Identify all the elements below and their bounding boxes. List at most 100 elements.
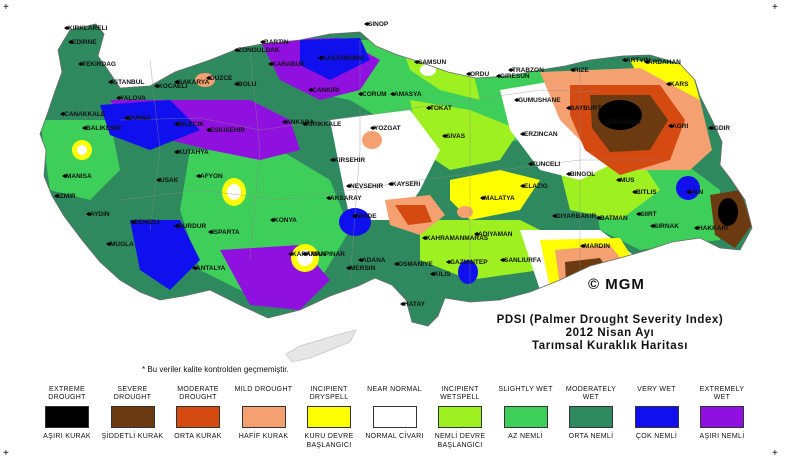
city-marker-icon xyxy=(130,220,136,224)
city-marker-icon xyxy=(480,196,486,200)
corner-mark-top-left: + xyxy=(3,2,9,13)
city-label: GAZIANTEP xyxy=(450,259,488,266)
legend-item: SLIGHTLY WET AZ NEMLİ xyxy=(495,386,557,441)
city-marker-icon xyxy=(370,126,376,130)
legend-label-en: SEVERE DROUGHT xyxy=(113,386,152,401)
city-label: ARDAHAN xyxy=(648,59,681,66)
city-label: KARAMAN xyxy=(292,251,326,258)
city-marker-icon xyxy=(308,88,314,92)
city-marker-icon xyxy=(60,112,66,116)
city-marker-icon xyxy=(508,68,514,72)
city-marker-icon xyxy=(442,134,448,138)
city-marker-icon xyxy=(694,226,700,230)
drought-map: KIRKLARELIEDIRNETEKIRDAGISTANBULKOCAELIS… xyxy=(39,21,753,363)
city-marker-icon xyxy=(206,128,212,132)
city-marker-icon xyxy=(108,80,114,84)
city-marker-icon xyxy=(282,120,288,124)
city-marker-icon xyxy=(68,40,74,44)
city-marker-icon xyxy=(260,40,266,44)
city-label: AYDIN xyxy=(90,211,110,218)
city-label: MUGLA xyxy=(110,241,134,248)
city-marker-icon xyxy=(318,56,324,60)
city-marker-icon xyxy=(400,302,406,306)
city-marker-icon xyxy=(358,258,364,262)
city-label: TUNCELI xyxy=(532,161,560,168)
legend-swatch xyxy=(503,406,548,428)
legend-item: MODERATE DROUGHT ORTA KURAK xyxy=(167,386,229,441)
spot-kahramanmaras xyxy=(457,206,473,218)
city-label: MERSIN xyxy=(350,265,376,272)
city-label: KIRSEHIR xyxy=(334,157,365,164)
legend-label-en: EXTREMELY WET xyxy=(699,386,745,401)
city-marker-icon xyxy=(174,150,180,154)
city-label: BALIKESIR xyxy=(86,125,121,132)
spot-bolu xyxy=(195,73,215,87)
zone-near-normal-central xyxy=(330,110,440,220)
zone-very-wet-nigde xyxy=(339,208,371,236)
city-label: NIGDE xyxy=(356,213,377,220)
spot-afyon-core xyxy=(227,184,241,200)
city-marker-icon xyxy=(270,218,276,222)
city-marker-icon xyxy=(106,242,112,246)
city-label: ZONGULDAK xyxy=(238,47,280,54)
city-label: KUTAHYA xyxy=(178,149,209,156)
city-label: TEKIRDAG xyxy=(82,61,116,68)
corner-mark-bottom-left: + xyxy=(3,448,9,459)
city-label: SIRNAK xyxy=(654,223,679,230)
city-marker-icon xyxy=(668,124,674,128)
city-label: KIRKLARELI xyxy=(68,25,108,32)
city-marker-icon xyxy=(570,68,576,72)
city-marker-icon xyxy=(268,62,274,66)
city-label: GIRESUN xyxy=(500,73,530,80)
legend-label-tr: AZ NEMLİ xyxy=(508,433,543,440)
legend-label-tr: ORTA KURAK xyxy=(174,433,222,440)
legend-swatch xyxy=(176,406,220,428)
zone-very-wet-north xyxy=(300,38,370,80)
city-marker-icon xyxy=(422,236,428,240)
city-marker-icon xyxy=(388,182,394,186)
city-label: KAHRAMANMARAS xyxy=(426,235,489,242)
city-marker-icon xyxy=(62,174,68,178)
city-label: AKSARAY xyxy=(330,195,362,202)
city-label: BITLIS xyxy=(636,189,657,196)
city-marker-icon xyxy=(124,116,130,120)
city-label: DUZCE xyxy=(210,75,233,82)
map-title-line2: 2012 Nisan Ayı xyxy=(565,327,655,339)
city-marker-icon xyxy=(330,158,336,162)
city-marker-icon xyxy=(552,214,558,218)
spot-konya-core xyxy=(297,250,313,266)
legend-swatch xyxy=(241,406,286,428)
legend-label-tr: NORMAL CİVARI xyxy=(365,433,424,440)
city-label: KILIS xyxy=(434,271,451,278)
zone-moderate-south xyxy=(395,205,432,225)
legend-label-tr: KURU DEVRE BAŞLANGICI xyxy=(304,433,354,449)
city-label: BATMAN xyxy=(600,215,628,222)
legend-swatch xyxy=(438,406,482,428)
zone-dryspell-center xyxy=(450,170,540,220)
city-label: BAYBURT xyxy=(570,105,601,112)
city-marker-icon xyxy=(156,178,162,182)
city-label: CANKIRI xyxy=(312,87,339,94)
city-label: NEVSEHIR xyxy=(350,183,384,190)
mgm-brand: © MGM xyxy=(588,276,645,293)
city-label: ESKISEHIR xyxy=(210,127,245,134)
city-label: KONYA xyxy=(274,217,297,224)
legend-label-tr: AŞIRI KURAK xyxy=(43,433,91,440)
city-label: ELAZIG xyxy=(524,183,548,190)
city-label: ISPARTA xyxy=(212,229,240,236)
city-label: TOKAT xyxy=(430,105,452,112)
city-marker-icon xyxy=(426,106,432,110)
legend-item: EXTREME DROUGHT AŞIRI KURAK xyxy=(36,386,98,441)
city-label: HATAY xyxy=(404,301,425,308)
zone-very-wet-bitlis xyxy=(676,176,700,200)
city-label: GUMUSHANE xyxy=(518,97,561,104)
legend-item: INCIPIENT WETSPELL NEMLİ DEVRE BAŞLANGICI xyxy=(429,386,491,450)
zone-slightly-wet-west xyxy=(40,120,120,200)
legend-label-tr: ÇOK NEMLİ xyxy=(635,433,678,440)
city-label: DENIZLI xyxy=(134,219,159,226)
legend-swatch xyxy=(569,406,613,428)
city-marker-icon xyxy=(302,122,308,126)
city-marker-icon xyxy=(54,194,60,198)
city-label: MALATYA xyxy=(484,195,515,202)
city-marker-icon xyxy=(64,26,70,30)
